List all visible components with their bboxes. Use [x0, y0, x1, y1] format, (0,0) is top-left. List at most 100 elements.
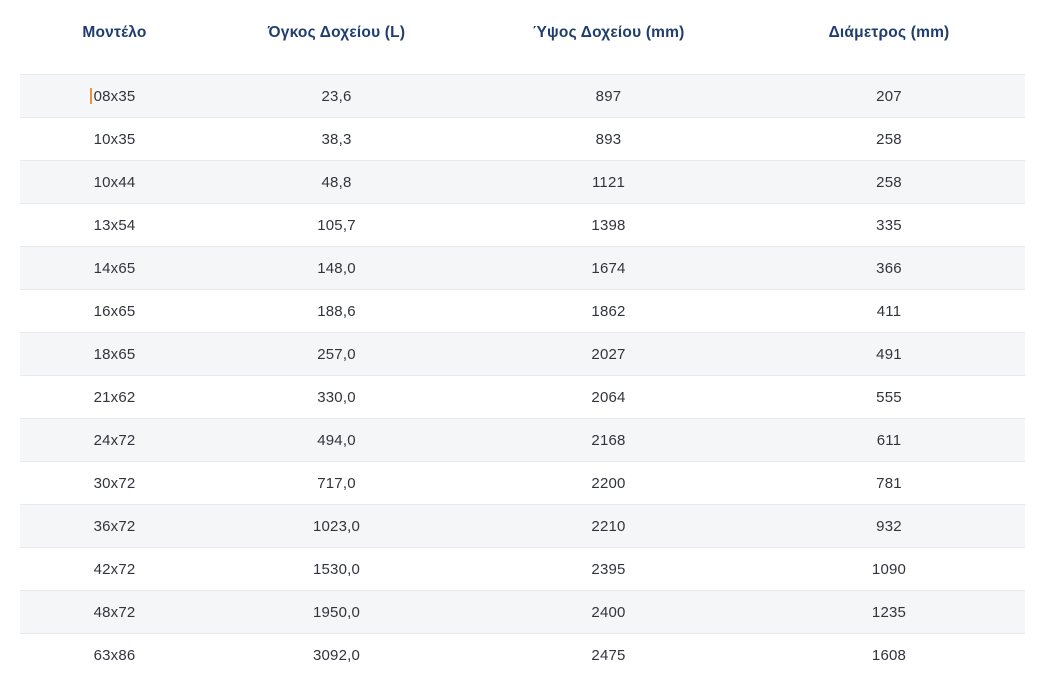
cell-model-text: 18x65: [93, 345, 136, 363]
cell-height-text: 2064: [591, 388, 626, 406]
cell-diameter-text: 207: [876, 87, 902, 105]
cell-volume: 188,6: [209, 289, 464, 333]
cell-volume-text: 494,0: [317, 431, 356, 449]
cell-model-text: 08x35: [89, 88, 136, 105]
cell-height-text: 893: [595, 130, 622, 148]
cell-model-text: 24x72: [93, 431, 136, 449]
table-header: Μοντέλο Όγκος Δοχείου (L) Ύψος Δοχείου (…: [20, 0, 1025, 75]
cell-volume-text: 38,3: [321, 130, 352, 148]
cell-model: 48x72: [20, 590, 209, 634]
cell-volume-text: 1530,0: [312, 560, 361, 578]
cell-diameter: 1608: [753, 633, 1025, 677]
cell-height: 1121: [464, 160, 753, 204]
table-row: 24x72 494,0 2168 611: [20, 418, 1025, 462]
cell-volume-text: 23,6: [321, 87, 352, 105]
cell-model-text: 10x35: [93, 130, 136, 148]
cell-diameter: 258: [753, 160, 1025, 204]
cell-model: 42x72: [20, 547, 209, 591]
cell-model: 63x86: [20, 633, 209, 677]
cell-diameter-text: 258: [876, 173, 902, 191]
cell-diameter: 335: [753, 203, 1025, 247]
table-row: 10x35 38,3 893 258: [20, 117, 1025, 161]
cell-model-text: 63x86: [93, 646, 136, 664]
text-cursor: [89, 88, 92, 104]
cell-diameter-text: 366: [876, 259, 902, 277]
cell-diameter-text: 611: [876, 431, 902, 449]
cell-volume-text: 3092,0: [312, 646, 361, 664]
cell-diameter: 258: [753, 117, 1025, 161]
table-row: 63x86 3092,0 2475 1608: [20, 633, 1025, 677]
cell-volume: 257,0: [209, 332, 464, 376]
cell-diameter: 1235: [753, 590, 1025, 634]
cell-volume: 148,0: [209, 246, 464, 290]
cell-model: 18x65: [20, 332, 209, 376]
cell-volume: 23,6: [209, 74, 464, 118]
table-row: 14x65 148,0 1674 366: [20, 246, 1025, 290]
cell-height-text: 2200: [591, 474, 626, 492]
table-row: 13x54 105,7 1398 335: [20, 203, 1025, 247]
table-row: 18x65 257,0 2027 491: [20, 332, 1025, 376]
cell-volume-text: 257,0: [317, 345, 356, 363]
column-header-diameter: Διάμετρος (mm): [753, 0, 1025, 75]
cell-model-text: 10x44: [93, 173, 136, 191]
cell-volume-text: 1950,0: [312, 603, 361, 621]
cell-model: 30x72: [20, 461, 209, 505]
cell-volume: 48,8: [209, 160, 464, 204]
header-row: Μοντέλο Όγκος Δοχείου (L) Ύψος Δοχείου (…: [20, 0, 1025, 75]
cell-model: 14x65: [20, 246, 209, 290]
table-row: 48x72 1950,0 2400 1235: [20, 590, 1025, 634]
cell-diameter: 1090: [753, 547, 1025, 591]
cell-height-text: 897: [595, 87, 622, 105]
cell-diameter-text: 1090: [871, 560, 907, 578]
cell-height: 2395: [464, 547, 753, 591]
cell-height: 1674: [464, 246, 753, 290]
cell-height: 1398: [464, 203, 753, 247]
cell-model-text: 16x65: [93, 302, 136, 320]
cell-model-text: 48x72: [93, 603, 136, 621]
cell-height: 2064: [464, 375, 753, 419]
cell-volume: 3092,0: [209, 633, 464, 677]
cell-diameter: 932: [753, 504, 1025, 548]
cell-height: 893: [464, 117, 753, 161]
cell-model: 10x35: [20, 117, 209, 161]
column-header-volume: Όγκος Δοχείου (L): [209, 0, 464, 75]
cell-model: 21x62: [20, 375, 209, 419]
cell-model: 13x54: [20, 203, 209, 247]
cell-diameter-text: 1608: [871, 646, 907, 664]
cell-diameter-text: 491: [876, 345, 902, 363]
cell-height: 2168: [464, 418, 753, 462]
cell-diameter-text: 1235: [871, 603, 907, 621]
cell-diameter: 781: [753, 461, 1025, 505]
cell-diameter-text: 411: [876, 302, 902, 320]
cell-volume: 38,3: [209, 117, 464, 161]
table-body: 08x35 23,6 897 207 10x35 38,3 893 258 10…: [20, 74, 1025, 677]
cell-height-text: 2400: [591, 603, 626, 621]
cell-volume: 494,0: [209, 418, 464, 462]
cell-volume: 330,0: [209, 375, 464, 419]
cell-volume-text: 105,7: [317, 216, 356, 234]
table-row: 08x35 23,6 897 207: [20, 74, 1025, 118]
cell-height-text: 1398: [591, 216, 626, 234]
cell-volume: 1950,0: [209, 590, 464, 634]
cell-height-text: 2475: [591, 646, 626, 664]
table-row: 16x65 188,6 1862 411: [20, 289, 1025, 333]
cell-diameter-text: 258: [876, 130, 902, 148]
cell-model: 16x65: [20, 289, 209, 333]
cell-height: 897: [464, 74, 753, 118]
cell-height-text: 2027: [591, 345, 626, 363]
cell-model: 10x44: [20, 160, 209, 204]
cell-diameter: 491: [753, 332, 1025, 376]
cell-height-text: 2395: [591, 560, 626, 578]
cell-diameter: 611: [753, 418, 1025, 462]
cell-volume-text: 48,8: [321, 173, 352, 191]
cell-model-text: 36x72: [93, 517, 136, 535]
cell-height-text: 1862: [591, 302, 626, 320]
cell-diameter-text: 781: [876, 474, 902, 492]
cell-model-text: 13x54: [93, 216, 136, 234]
cell-height: 1862: [464, 289, 753, 333]
cell-diameter: 207: [753, 74, 1025, 118]
cell-volume-text: 148,0: [317, 259, 356, 277]
table-row: 36x72 1023,0 2210 932: [20, 504, 1025, 548]
column-header-model: Μοντέλο: [20, 0, 209, 75]
